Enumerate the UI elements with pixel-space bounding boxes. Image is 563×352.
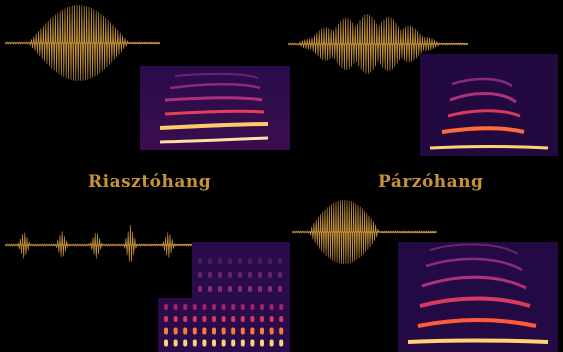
pulse-band (250, 304, 255, 310)
pulse-band (240, 316, 245, 322)
pulse-band (212, 339, 216, 347)
pulse-band (231, 339, 236, 347)
pulse-band (173, 316, 178, 322)
pulse-band (221, 327, 226, 335)
pulse-band (269, 339, 274, 347)
pulse-band (173, 304, 178, 310)
pulse-band (250, 339, 255, 347)
spectrogram-top-right (420, 54, 558, 156)
pulse-band (258, 286, 262, 292)
pulse-band (173, 327, 178, 335)
pulse-band (202, 327, 207, 335)
spectrogram-bottom-left (158, 242, 290, 352)
pulse-band (173, 339, 178, 347)
pulse-band (164, 327, 168, 335)
pulse-band (212, 327, 216, 335)
pulse-band (279, 304, 284, 310)
pulse-band (258, 258, 262, 264)
pulse-band (260, 327, 264, 335)
pulse-band (231, 316, 236, 322)
pulse-band (202, 339, 207, 347)
pulse-band (202, 304, 207, 310)
pulse-band (218, 258, 222, 264)
pulse-band (208, 286, 212, 292)
pulse-band (279, 339, 284, 347)
pulse-band (202, 316, 207, 322)
pulse-band (221, 339, 226, 347)
pulse-band (269, 327, 274, 335)
pulse-band (164, 304, 168, 310)
pulse-band (240, 304, 245, 310)
pulse-band (268, 258, 272, 264)
pulse-band (192, 316, 197, 322)
pulse-band (250, 327, 255, 335)
pulse-band (164, 316, 168, 322)
pulse-band (248, 258, 252, 264)
pulse-band (260, 339, 264, 347)
waveform-top-left (5, 4, 160, 82)
pulse-band (183, 316, 188, 322)
spectrogram-bottom-right (398, 242, 558, 352)
pulse-band (228, 286, 232, 292)
pulse-band (279, 327, 284, 335)
pulse-band (221, 316, 226, 322)
pulse-band (279, 316, 284, 322)
pulse-band (269, 316, 274, 322)
pulse-band (240, 339, 245, 347)
pulse-band (258, 272, 262, 278)
pulse-band (278, 272, 282, 278)
pulse-band (250, 316, 255, 322)
pulse-band (212, 304, 216, 310)
pulse-band (248, 286, 252, 292)
pulse-band (164, 339, 168, 347)
pulse-band (198, 258, 202, 264)
pulse-band (268, 286, 272, 292)
pulse-band (192, 339, 197, 347)
pulse-band (269, 304, 274, 310)
pulse-band (278, 258, 282, 264)
pulse-band (192, 304, 197, 310)
label-mating-call: Párzóhang (378, 172, 484, 192)
pulse-band (208, 258, 212, 264)
pulse-band (228, 258, 232, 264)
pulse-band (183, 304, 188, 310)
pulse-band (218, 286, 222, 292)
pulse-band (248, 272, 252, 278)
waveform-bottom-left (5, 224, 195, 262)
pulse-band (198, 272, 202, 278)
pulse-band (198, 286, 202, 292)
pulse-band (231, 304, 236, 310)
pulse-band (192, 327, 197, 335)
pulse-band (183, 327, 188, 335)
pulse-band (208, 272, 212, 278)
label-alarm-call: Riasztóhang (88, 172, 212, 192)
pulse-band (278, 286, 282, 292)
waveform-top-right (288, 13, 468, 74)
pulse-band (218, 272, 222, 278)
pulse-band (221, 304, 226, 310)
pulse-band (268, 272, 272, 278)
pulse-band (238, 272, 242, 278)
pulse-band (231, 327, 236, 335)
pulse-band (260, 304, 264, 310)
pulse-band (240, 327, 245, 335)
pulse-band (228, 272, 232, 278)
pulse-band (260, 316, 264, 322)
pulse-band (238, 286, 242, 292)
pulse-band (183, 339, 188, 347)
waveform-bottom-right (292, 199, 437, 265)
spectrogram-top-left (140, 66, 290, 150)
pulse-band (238, 258, 242, 264)
pulse-band (212, 316, 216, 322)
